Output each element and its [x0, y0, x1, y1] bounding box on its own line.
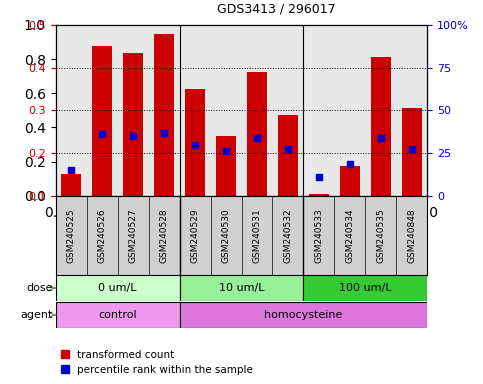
- Text: 10 um/L: 10 um/L: [219, 283, 264, 293]
- Text: GSM240534: GSM240534: [345, 208, 355, 263]
- Text: 0 um/L: 0 um/L: [98, 283, 137, 293]
- Bar: [56, 302, 180, 328]
- Text: GSM240535: GSM240535: [376, 208, 385, 263]
- Text: GSM240529: GSM240529: [190, 208, 199, 263]
- Text: GDS3413 / 296017: GDS3413 / 296017: [217, 2, 336, 15]
- Text: GSM240526: GSM240526: [98, 208, 107, 263]
- Text: GSM240525: GSM240525: [67, 208, 75, 263]
- Text: GSM240528: GSM240528: [159, 208, 169, 263]
- Text: GSM240533: GSM240533: [314, 208, 324, 263]
- Bar: [371, 57, 391, 196]
- Legend: transformed count, percentile rank within the sample: transformed count, percentile rank withi…: [61, 350, 253, 375]
- Text: GSM240531: GSM240531: [253, 208, 261, 263]
- Bar: [278, 115, 298, 196]
- Bar: [216, 136, 236, 196]
- Text: control: control: [98, 310, 137, 320]
- Text: GSM240530: GSM240530: [222, 208, 230, 263]
- Bar: [309, 194, 329, 196]
- Text: 100 um/L: 100 um/L: [339, 283, 392, 293]
- Text: GSM240527: GSM240527: [128, 208, 138, 263]
- Bar: [123, 53, 143, 196]
- Bar: [61, 174, 81, 196]
- Bar: [154, 33, 174, 196]
- Bar: [340, 166, 360, 196]
- Bar: [303, 275, 427, 301]
- Bar: [185, 89, 205, 196]
- Text: homocysteine: homocysteine: [264, 310, 342, 320]
- Text: GSM240848: GSM240848: [408, 208, 416, 263]
- Text: GSM240532: GSM240532: [284, 208, 293, 263]
- Text: dose: dose: [27, 283, 53, 293]
- Bar: [56, 275, 180, 301]
- Bar: [180, 302, 427, 328]
- Text: agent: agent: [21, 310, 53, 320]
- Bar: [180, 275, 303, 301]
- Bar: [247, 72, 267, 196]
- Bar: [402, 108, 422, 196]
- Bar: [92, 46, 112, 196]
